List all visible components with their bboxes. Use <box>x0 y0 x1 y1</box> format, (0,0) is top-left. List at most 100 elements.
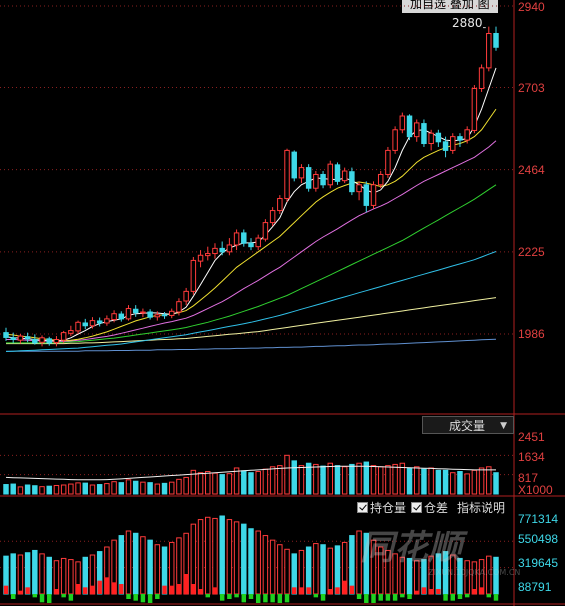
candle-body <box>233 232 240 246</box>
oi-diff-bar <box>407 594 412 599</box>
volume-bar <box>24 484 31 495</box>
oi-diff-bar <box>205 594 210 598</box>
candle-body <box>212 247 218 255</box>
open-interest-checkbox[interactable]: 持仓量 <box>357 499 406 516</box>
price-axis-top-label: 2940 <box>518 0 545 14</box>
volume-bar <box>118 482 125 495</box>
candle-body <box>68 330 74 334</box>
open-interest-bar <box>334 545 341 595</box>
oi-diff-bar <box>299 587 304 594</box>
volume-bar <box>464 473 470 495</box>
open-interest-bar <box>284 548 290 595</box>
volume-bar <box>169 481 175 495</box>
open-interest-bar <box>226 519 233 595</box>
candle-body <box>226 244 233 253</box>
open-interest-bar <box>464 560 470 595</box>
volume-bar <box>147 482 153 495</box>
candle-body <box>363 184 370 206</box>
oi-axis-label-4: 88791 <box>518 580 552 594</box>
oi-diff-bar <box>364 594 369 603</box>
oi-diff-bar <box>234 594 239 598</box>
candle-body <box>435 132 442 143</box>
volume-bar <box>305 462 312 495</box>
oi-diff-bar <box>414 590 419 594</box>
volume-bar <box>248 472 254 495</box>
price-axis-label-3: 2464 <box>518 163 545 177</box>
open-interest-bar <box>248 528 254 595</box>
open-interest-bar <box>349 535 355 595</box>
oi-diff-bar <box>255 594 261 603</box>
oi-diff-bar <box>75 584 81 594</box>
volume-bar <box>421 468 427 495</box>
brand-watermark: 同花顺 <box>360 528 462 568</box>
candle-body <box>10 337 16 341</box>
oi-axis-label-3: 319645 <box>518 556 559 570</box>
open-interest-bar <box>17 554 24 595</box>
oi-diff-bar <box>54 589 59 594</box>
oi-diff-checkbox[interactable]: 仓差 <box>411 499 448 516</box>
indicator-selector-label: 成交量 <box>449 419 486 433</box>
open-interest-bar <box>327 547 333 595</box>
open-interest-bar <box>147 539 153 595</box>
ma40-line <box>6 184 497 344</box>
volume-bar <box>68 483 74 495</box>
oi-diff-bar <box>356 594 362 599</box>
oi-diff-bar <box>263 594 268 603</box>
volume-bar <box>399 462 406 495</box>
oi-diff-bar <box>104 577 110 594</box>
oi-diff-bar <box>155 594 160 599</box>
volume-bar <box>255 471 261 495</box>
volume-bar <box>183 476 189 495</box>
oi-diff-bar <box>270 594 275 603</box>
oi-axis-label-1: 771314 <box>518 512 559 526</box>
volume-bar <box>450 472 456 495</box>
oi-diff-bar <box>68 594 74 601</box>
volume-bar <box>60 484 67 495</box>
indicator-selector[interactable]: 成交量 ▼ <box>422 416 514 434</box>
candle-body <box>82 322 88 327</box>
volume-bar <box>89 484 96 495</box>
candle-body <box>428 132 434 145</box>
candle-body <box>277 198 283 212</box>
oi-diff-bar <box>3 585 9 594</box>
candle-body <box>341 170 348 182</box>
candle-body <box>75 321 81 332</box>
oi-diff-bar <box>227 594 232 599</box>
candle-body <box>298 167 305 179</box>
indicator-help-link[interactable]: 指标说明 <box>457 499 505 516</box>
candle-body <box>147 311 153 318</box>
open-interest-bar <box>320 544 326 595</box>
volume-bar <box>176 478 182 495</box>
ma5-line <box>5 67 497 342</box>
candle-body <box>385 149 391 175</box>
open-interest-bar <box>39 553 45 595</box>
oi-diff-bar <box>32 594 38 598</box>
candle-body <box>183 290 189 302</box>
volume-bar <box>140 481 146 495</box>
candle-body <box>176 301 182 313</box>
oi-diff-bar <box>306 587 311 594</box>
candle-body <box>471 88 478 131</box>
brand-watermark-site: ZIXUN.10JQKA.COM.CN <box>428 568 521 577</box>
candle-body <box>284 149 290 200</box>
oi-diff-bar <box>443 594 448 601</box>
candle-body <box>349 171 355 193</box>
volume-bar <box>226 473 233 495</box>
price-axis-label-5: 1986 <box>518 327 545 341</box>
candle-body <box>104 318 110 324</box>
candle-body <box>169 310 175 316</box>
oi-diff-bar <box>450 594 455 601</box>
candle-body <box>356 184 362 193</box>
oi-diff-bar <box>248 594 254 599</box>
volume-ma-line <box>5 465 496 481</box>
oi-diff-bar <box>284 594 290 603</box>
volume-bar <box>190 469 197 495</box>
volume-bar <box>197 472 204 495</box>
candle-body <box>493 33 499 48</box>
candle-body <box>118 313 125 320</box>
volume-bar <box>262 468 269 495</box>
header-toolbar[interactable]: 加自选 叠加 图 <box>402 0 498 13</box>
candle-body <box>291 151 297 179</box>
oi-diff-bar <box>428 589 434 594</box>
open-interest-bar <box>205 516 211 595</box>
